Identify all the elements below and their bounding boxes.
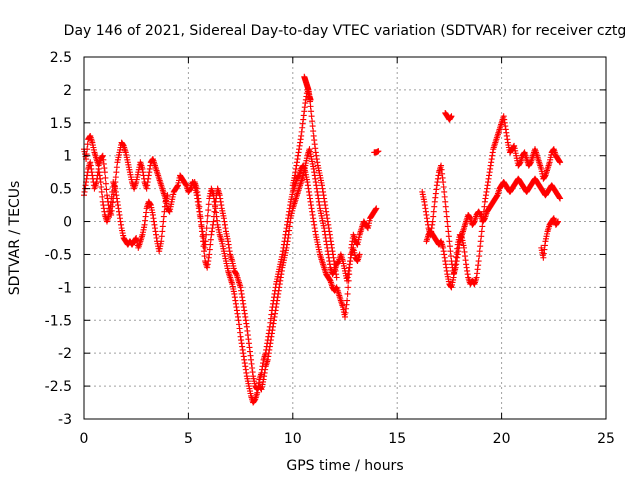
y-tick-label: 0.5 <box>50 182 72 198</box>
x-tick-label: 20 <box>493 431 511 447</box>
y-tick-label: -0.5 <box>45 247 72 263</box>
data-point <box>344 290 351 297</box>
y-tick-label: 2 <box>63 83 72 99</box>
data-point <box>344 297 351 304</box>
data-point <box>102 180 109 187</box>
data-point <box>205 207 212 214</box>
y-tick-label: 1 <box>63 149 72 165</box>
data-point <box>203 225 210 232</box>
y-axis-label: SDTVAR / TECUs <box>7 181 23 296</box>
data-point <box>203 231 210 238</box>
data-point <box>448 113 455 120</box>
y-tick-label: -2.5 <box>45 379 72 395</box>
x-tick-label: 5 <box>184 431 193 447</box>
axis-ticks: 0 5 10 15 20 25 -3 -2.5 -2 -1.5 -1 -0.5 0 0.5 1 1.5 2 2.5 <box>45 50 615 447</box>
y-tick-label: -3 <box>58 412 72 428</box>
y-tick-label: 0 <box>63 215 72 231</box>
y-tick-label: -1.5 <box>45 313 72 329</box>
y-tick-label: 1.5 <box>50 116 72 132</box>
x-tick-label: 10 <box>284 431 302 447</box>
x-axis-label: GPS time / hours <box>286 458 403 474</box>
data-point <box>103 186 110 193</box>
data-point <box>307 96 314 103</box>
data-point <box>102 174 109 181</box>
grid-lines <box>84 57 606 419</box>
y-tick-label: -2 <box>58 346 72 362</box>
data-point <box>554 218 561 225</box>
data-point <box>373 205 380 212</box>
data-point <box>204 218 211 225</box>
plot-frame <box>83 56 607 420</box>
data-point <box>345 284 352 291</box>
x-tick-label: 25 <box>597 431 615 447</box>
data-point <box>101 169 108 176</box>
x-tick-label: 0 <box>80 431 89 447</box>
data-point <box>356 251 363 258</box>
y-tick-label: -1 <box>58 280 72 296</box>
data-point <box>164 192 171 199</box>
y-tick-label: 2.5 <box>50 50 72 66</box>
data-point <box>205 201 212 208</box>
data-points <box>81 73 564 406</box>
data-point <box>333 274 340 281</box>
data-point <box>557 195 564 202</box>
data-point <box>204 212 211 219</box>
data-point <box>375 148 382 155</box>
data-point <box>557 159 564 166</box>
chart-title: Day 146 of 2021, Sidereal Day-to-day VTE… <box>64 23 627 39</box>
x-tick-label: 15 <box>388 431 406 447</box>
